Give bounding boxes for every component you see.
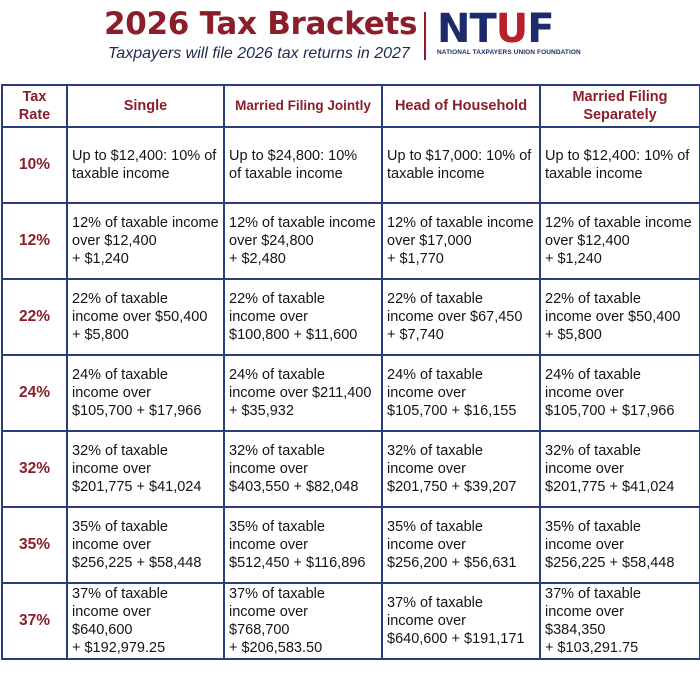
bracket-cell: 32% of taxable income over $201,775 + $4… — [66, 430, 225, 509]
bracket-cell: 37% of taxable income over $768,700 + $2… — [223, 582, 383, 661]
bracket-cell: 24% of taxable income over $211,400 + $3… — [223, 354, 383, 433]
table-row: 22% 22% of taxable income over $50,400 + … — [1, 278, 700, 357]
bracket-cell: 22% of taxable income over $50,400 + $5,… — [66, 278, 225, 357]
bracket-cell: 22% of taxable income over $50,400 + $5,… — [539, 278, 700, 357]
bracket-cell: 32% of taxable income over $403,550 + $8… — [223, 430, 383, 509]
table-row: 24% 24% of taxable income over $105,700 +… — [1, 354, 700, 433]
bracket-cell: 35% of taxable income over $512,450 + $1… — [223, 506, 383, 585]
table-row: 10% Up to $12,400: 10% of taxable income U… — [1, 126, 700, 205]
bracket-cell: 24% of taxable income over $105,700 + $1… — [381, 354, 541, 433]
bracket-cell: 12% of taxable income over $24,800 + $2,… — [223, 202, 383, 281]
bracket-cell: 37% of taxable income over $640,600 + $1… — [381, 582, 541, 661]
ntuf-logo: NTUF NATIONAL TAXPAYERS UNION FOUNDATION — [437, 6, 581, 60]
bracket-cell: 24% of taxable income over $105,700 + $1… — [66, 354, 225, 433]
logo-letters-nt: NT — [437, 6, 497, 52]
bracket-cell: 12% of taxable income over $12,400 + $1,… — [66, 202, 225, 281]
bracket-cell: Up to $17,000: 10% of taxable income — [381, 126, 541, 205]
logo-letter-f: F — [527, 6, 554, 52]
tax-rate-cell: 12% — [1, 202, 68, 281]
tax-rate-cell: 10% — [1, 126, 68, 205]
bracket-cell: 22% of taxable income over $100,800 + $1… — [223, 278, 383, 357]
table-header-row: Tax Rate Single Married Filing Jointly H… — [1, 83, 700, 129]
bracket-cell: 37% of taxable income over $640,600 + $1… — [66, 582, 225, 661]
tax-rate-cell: 32% — [1, 430, 68, 509]
table-row: 32% 32% of taxable income over $201,775 +… — [1, 430, 700, 509]
bracket-cell: Up to $12,400: 10% of taxable income — [66, 126, 225, 205]
page-title: 2026 Tax Brackets — [104, 6, 418, 42]
bracket-cell: 37% of taxable income over $384,350 + $1… — [539, 582, 700, 661]
bracket-cell: Up to $24,800: 10% of taxable income — [223, 126, 383, 205]
column-header-head-of-household: Head of Household — [381, 83, 541, 129]
column-header-single: Single — [66, 83, 225, 129]
table-row: 35% 35% of taxable income over $256,225 +… — [1, 506, 700, 585]
bracket-cell: 24% of taxable income over $105,700 + $1… — [539, 354, 700, 433]
logo-tagline: NATIONAL TAXPAYERS UNION FOUNDATION — [437, 49, 581, 56]
column-header-married-separately: Married Filing Separately — [539, 83, 700, 129]
tax-brackets-table: Tax Rate Single Married Filing Jointly H… — [1, 83, 700, 661]
tax-rate-cell: 24% — [1, 354, 68, 433]
bracket-cell: 35% of taxable income over $256,225 + $5… — [66, 506, 225, 585]
bracket-cell: 12% of taxable income over $12,400 + $1,… — [539, 202, 700, 281]
table-row: 12% 12% of taxable income over $12,400 + … — [1, 202, 700, 281]
page-header: 2026 Tax Brackets Taxpayers will file 20… — [0, 0, 700, 80]
header-divider — [424, 12, 426, 60]
bracket-cell: 35% of taxable income over $256,225 + $5… — [539, 506, 700, 585]
logo-letter-u: U — [495, 6, 529, 52]
page-subtitle: Taxpayers will file 2026 tax returns in … — [108, 45, 410, 62]
bracket-cell: Up to $12,400: 10% of taxable income — [539, 126, 700, 205]
tax-rate-cell: 22% — [1, 278, 68, 357]
tax-rate-cell: 35% — [1, 506, 68, 585]
bracket-cell: 22% of taxable income over $67,450 + $7,… — [381, 278, 541, 357]
table-row: 37% 37% of taxable income over $640,600 +… — [1, 582, 700, 661]
bracket-cell: 12% of taxable income over $17,000 + $1,… — [381, 202, 541, 281]
column-header-married-jointly: Married Filing Jointly — [223, 83, 383, 129]
logo-wordmark: NTUF — [437, 6, 555, 52]
tax-rate-cell: 37% — [1, 582, 68, 661]
column-header-tax-rate: Tax Rate — [1, 83, 68, 129]
bracket-cell: 32% of taxable income over $201,750 + $3… — [381, 430, 541, 509]
bracket-cell: 32% of taxable income over $201,775 + $4… — [539, 430, 700, 509]
bracket-cell: 35% of taxable income over $256,200 + $5… — [381, 506, 541, 585]
